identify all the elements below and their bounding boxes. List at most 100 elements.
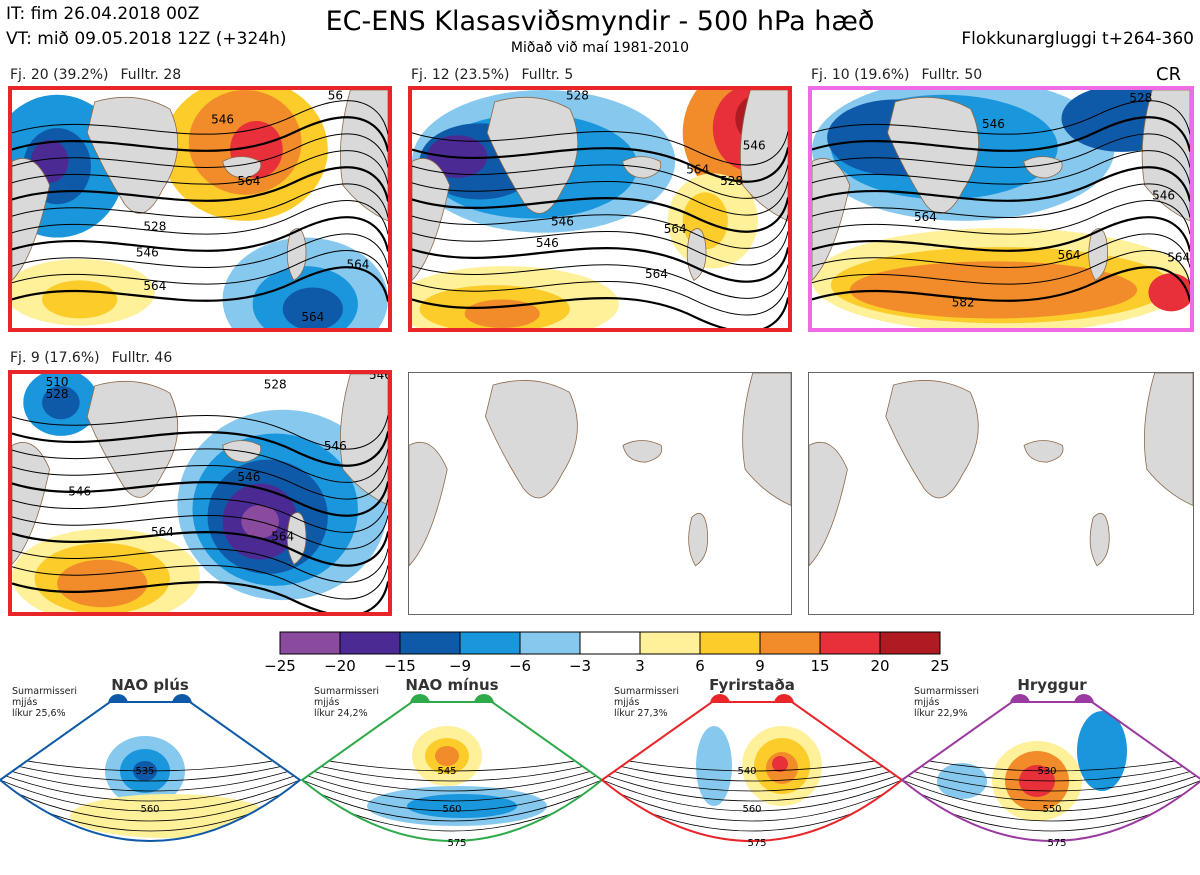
- contour-label: 564: [301, 310, 324, 324]
- anomaly-area: [42, 280, 118, 319]
- colorbar-tick: −3: [569, 657, 591, 675]
- colorbar-swatch: [879, 631, 941, 655]
- colorbar-tick: 6: [695, 657, 705, 675]
- regime-contour-label: 545: [437, 766, 456, 777]
- anomaly-area: [282, 287, 343, 328]
- cluster-label-1: Fj. 20 (39.2%) Fulltr. 28: [10, 67, 182, 83]
- regime-note: líkur 22,9%: [914, 708, 968, 719]
- contour-label: 546: [982, 117, 1005, 131]
- colorbar-tick: 20: [870, 657, 889, 675]
- regime-note: Sumarmisseri: [314, 686, 379, 697]
- regime-contour-label: 535: [135, 766, 154, 777]
- contour-label: 546: [136, 246, 159, 260]
- contour-label: 564: [346, 258, 369, 272]
- height-contours: [12, 100, 388, 302]
- regime-contour-label: 560: [442, 804, 461, 815]
- colorbar-swatch: [339, 631, 401, 655]
- regime-title: Hryggur: [1017, 676, 1087, 694]
- contour-label: 564: [1058, 248, 1081, 262]
- contour-label: 546: [211, 112, 234, 126]
- contour-label: 528: [143, 219, 166, 233]
- contour-label: 528: [264, 377, 287, 391]
- height-contours: [412, 131, 788, 328]
- empty-map-2: [808, 372, 1194, 615]
- colorbar-tick: −25: [264, 657, 296, 675]
- contour-label: 546: [1152, 188, 1175, 202]
- contour-label: 564: [664, 222, 687, 236]
- contour-label: 564: [914, 210, 937, 224]
- colorbar-swatch: [759, 631, 821, 655]
- colorbar-swatch: [279, 631, 341, 655]
- anomaly-area: [464, 299, 540, 328]
- land-outline: [809, 373, 1193, 567]
- valid-time: VT: mið 09.05.2018 12Z (+324h): [6, 29, 287, 49]
- colorbar-tick: −20: [324, 657, 356, 675]
- colorbar-swatch: [819, 631, 881, 655]
- regime-contour-label: 530: [1037, 766, 1056, 777]
- colorbar-tick: 9: [755, 657, 765, 675]
- regime-note: mjjás: [614, 697, 639, 708]
- regime-note: Sumarmisseri: [914, 686, 979, 697]
- colorbar-swatch: [699, 631, 761, 655]
- page-subtitle: Miðað við maí 1981-2010: [510, 40, 690, 56]
- cluster-map-2: 528 546 546 564 564 528 546 564: [408, 86, 792, 332]
- contour-label: 546: [324, 439, 347, 453]
- contour-label: 564: [686, 162, 709, 176]
- colorbar-tick: −9: [449, 657, 471, 675]
- anomaly-area: [1148, 273, 1190, 312]
- regime-contour-label: 540: [737, 766, 756, 777]
- colorbar-swatch: [639, 631, 701, 655]
- contour-label: 546: [369, 374, 388, 382]
- colorbar-swatch: [459, 631, 521, 655]
- regime-contour-label: 575: [1047, 838, 1066, 849]
- contour-label: 510: [46, 375, 69, 389]
- anomaly-area: [57, 559, 148, 608]
- regime-contour-label: 550: [1042, 804, 1061, 815]
- regime-note: líkur 24,2%: [314, 708, 368, 719]
- cluster-map-1: 546 564 564 528 546 564 564 56: [8, 86, 392, 332]
- regime-contour-label: 560: [742, 804, 761, 815]
- colorbar: −25 −20 −15 −9 −6 −3 3 6 9 15 20 25: [0, 626, 1200, 676]
- colorbar-tick: 3: [635, 657, 645, 675]
- colorbar-swatch: [399, 631, 461, 655]
- height-contours: [12, 415, 388, 612]
- regime-note: Sumarmisseri: [12, 686, 77, 697]
- colorbar-tick: 15: [810, 657, 829, 675]
- land-outline: [409, 373, 791, 567]
- contour-label: 564: [143, 279, 166, 293]
- colorbar-tick: 25: [930, 657, 949, 675]
- classification-window: Flokkunargluggi t+264-360: [961, 29, 1194, 49]
- contour-label: 546: [743, 139, 766, 153]
- issue-time: IT: fim 26.04.2018 00Z: [6, 4, 200, 24]
- regime-contour-label: 560: [140, 804, 159, 815]
- contour-label: 564: [645, 267, 668, 281]
- contour-label: 582: [952, 296, 975, 310]
- contour-label: 546: [536, 236, 559, 250]
- anomaly-area: [42, 385, 80, 420]
- regime-contour-label: 575: [747, 838, 766, 849]
- regime-note: Sumarmisseri: [614, 686, 679, 697]
- regime-title: NAO mínus: [405, 676, 498, 694]
- cluster-label-2: Fj. 12 (23.5%) Fulltr. 5: [411, 67, 574, 83]
- contour-label: 528: [566, 90, 589, 103]
- cluster-map-3: 546 528 564 546 582 564 564: [808, 86, 1194, 332]
- contour-label: 528: [720, 174, 743, 188]
- contour-label: 564: [237, 174, 260, 188]
- cluster-label-3: Fj. 10 (19.6%) Fulltr. 50: [811, 67, 983, 83]
- cluster-label-4: Fj. 9 (17.6%) Fulltr. 46: [10, 350, 173, 366]
- colorbar-swatch: [519, 631, 581, 655]
- contour-label: 528: [46, 387, 69, 401]
- regime-note: mjjás: [12, 697, 37, 708]
- colorbar-tick: −15: [384, 657, 416, 675]
- empty-map-1: [408, 372, 792, 615]
- contour-label: 564: [151, 525, 174, 539]
- contour-label: 546: [551, 215, 574, 229]
- colorbar-tick: −6: [509, 657, 531, 675]
- contour-label: 546: [68, 484, 91, 498]
- page-title: EC-ENS Klasasviðsmyndir - 500 hPa hæð: [325, 6, 875, 37]
- regime-title: NAO plús: [111, 676, 189, 694]
